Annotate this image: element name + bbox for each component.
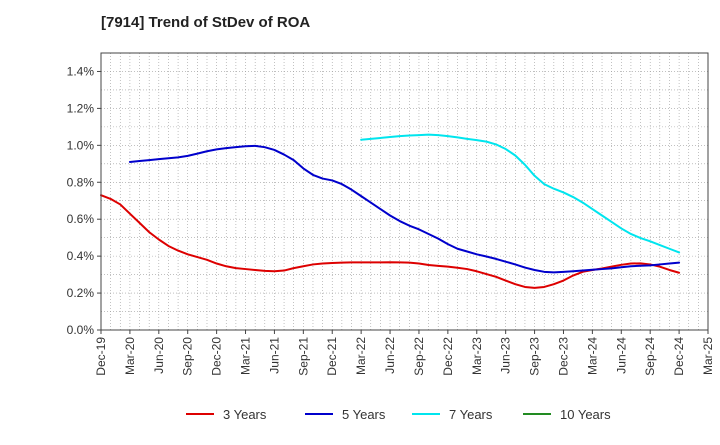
y-tick-label: 1.2% <box>67 101 95 115</box>
plot-frame <box>100 52 709 331</box>
x-tick-label: Mar-23 <box>470 337 484 375</box>
y-tick-label: 0.8% <box>67 175 95 189</box>
x-tick-label: Jun-22 <box>383 337 397 374</box>
x-tick-label: Dec-21 <box>325 337 339 376</box>
legend: 3 Years 5 Years 7 Years 10 Years <box>186 407 611 422</box>
y-tick-label: 0.0% <box>67 323 95 337</box>
gridlines <box>100 53 709 330</box>
x-tick-label: Mar-20 <box>123 337 137 375</box>
x-tick-label: Jun-21 <box>267 337 281 374</box>
x-tick-label: Mar-24 <box>585 337 599 375</box>
y-tick-label: 1.0% <box>67 138 95 152</box>
plot-background <box>101 53 708 330</box>
legend-label: 10 Years <box>560 407 611 422</box>
series-lines <box>100 133 681 289</box>
series-line-3-years <box>100 194 681 289</box>
x-tick-label: Mar-22 <box>354 337 368 375</box>
axes: 0.0% 0.2% 0.4% 0.6% 0.8% 1.0% 1.2% 1.4% Dec-19 Ma… <box>67 52 715 376</box>
x-tick-label: Jun-20 <box>152 337 166 374</box>
series-line-5-years <box>128 144 681 274</box>
y-tick-label: 0.2% <box>67 286 95 300</box>
legend-label: 7 Years <box>449 407 493 422</box>
y-tick-label: 0.6% <box>67 212 95 226</box>
x-tick-label: Sep-24 <box>643 337 657 376</box>
series-line-7-years <box>360 133 681 254</box>
x-tick-label: Sep-21 <box>296 337 310 376</box>
chart-title: [7914] Trend of StDev of ROA <box>101 14 311 31</box>
legend-label: 3 Years <box>223 407 267 422</box>
x-tick-label: Mar-21 <box>239 337 253 375</box>
y-tick-label: 1.4% <box>67 64 95 78</box>
x-tick-label: Sep-20 <box>181 337 195 376</box>
y-tick-label: 0.4% <box>67 249 95 263</box>
legend-label: 5 Years <box>342 407 386 422</box>
plot-area <box>101 53 708 330</box>
x-tick-label: Dec-22 <box>441 337 455 376</box>
x-tick-label: Dec-20 <box>210 337 224 376</box>
x-tick-label: Dec-24 <box>672 337 686 376</box>
x-tick-label: Dec-23 <box>556 337 570 376</box>
x-tick-label: Jun-24 <box>614 337 628 374</box>
x-tick-label: Mar-25 <box>701 337 715 375</box>
x-tick-label: Sep-23 <box>528 337 542 376</box>
x-tick-label: Dec-19 <box>94 337 108 376</box>
x-tick-label: Jun-23 <box>499 337 513 374</box>
x-tick-label: Sep-22 <box>412 337 426 376</box>
